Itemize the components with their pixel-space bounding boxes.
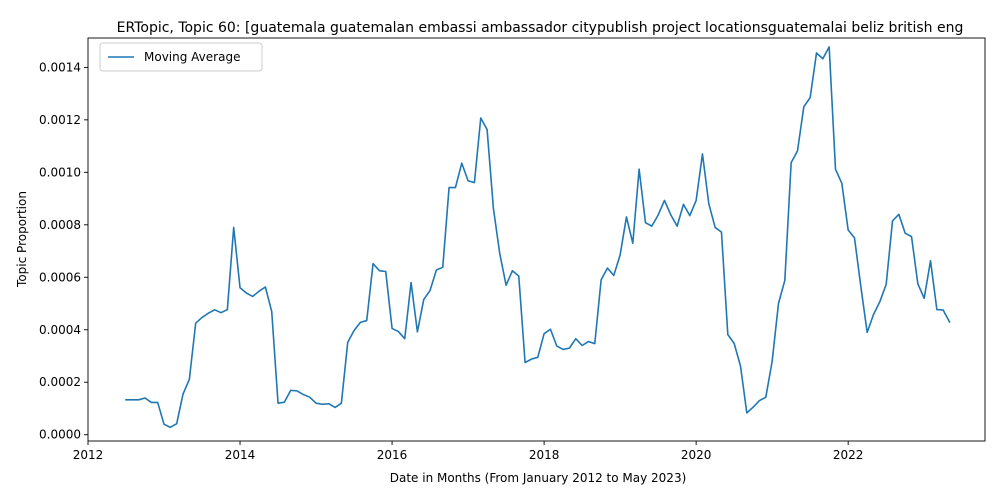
x-axis: 2012 2014 2016 2018 2020 2022: [73, 441, 864, 462]
x-tick-label: 2012: [73, 448, 104, 462]
x-axis-title: Date in Months (From January 2012 to May…: [390, 471, 687, 485]
y-tick-label: 0.0012: [39, 113, 81, 127]
y-tick-label: 0.0000: [39, 428, 81, 442]
legend: Moving Average: [99, 42, 263, 72]
y-tick-label: 0.0008: [39, 218, 81, 232]
y-tick-label: 0.0002: [39, 375, 81, 389]
series-line-moving-average: [125, 46, 951, 429]
legend-entry-moving-average: Moving Average: [144, 50, 240, 64]
plot-frame: [87, 37, 986, 442]
chart-title: ERTopic, Topic 60: [guatemala guatemalan…: [117, 20, 964, 36]
y-tick-label: 0.0014: [39, 60, 81, 74]
x-tick-label: 2018: [529, 448, 560, 462]
legend-frame: [99, 42, 263, 72]
y-tick-label: 0.0006: [39, 270, 81, 284]
y-tick-label: 0.0004: [39, 323, 81, 337]
x-tick-label: 2016: [377, 448, 408, 462]
y-axis-title: Topic Proportion: [15, 191, 29, 288]
plot-area: [125, 46, 951, 429]
x-tick-label: 2014: [225, 448, 256, 462]
x-tick-label: 2022: [833, 448, 864, 462]
y-tick-label: 0.0010: [39, 165, 81, 179]
x-tick-label: 2020: [681, 448, 712, 462]
y-axis: 0.0000 0.0002 0.0004 0.0006 0.0008 0.0010 0.00…: [39, 60, 88, 442]
